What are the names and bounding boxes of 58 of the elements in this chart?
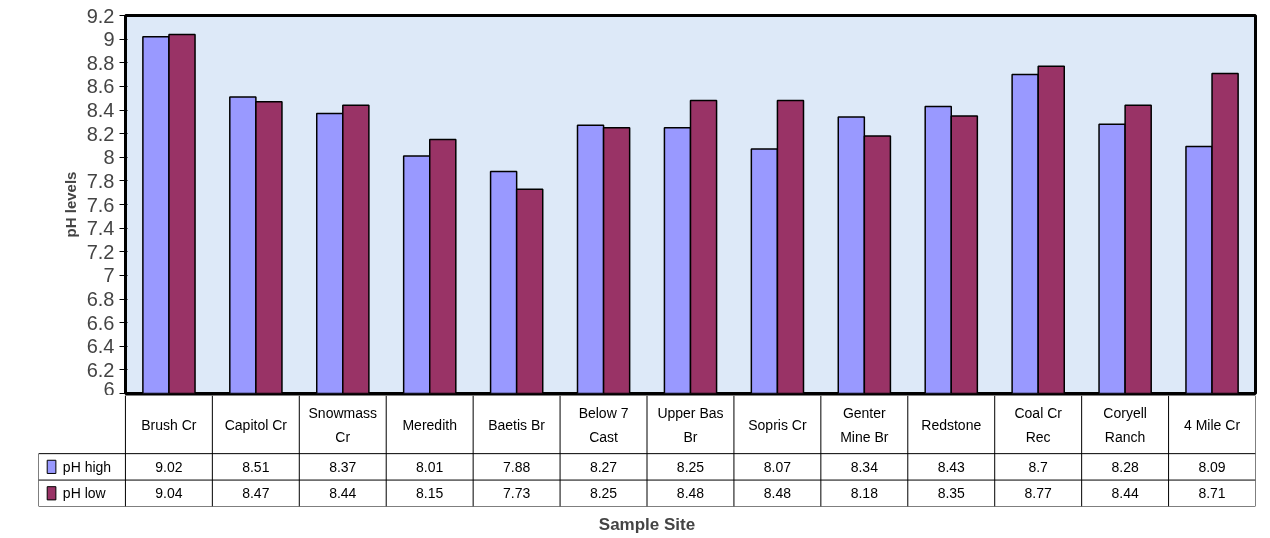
y-tick-label: 8.2 bbox=[86, 122, 115, 145]
data-label: 8.37 bbox=[329, 458, 357, 475]
data-label: 8.51 bbox=[242, 458, 270, 475]
y-tick-label: 7 bbox=[103, 264, 115, 287]
y-axis-title: pH levels bbox=[61, 171, 79, 238]
data-label: 8.34 bbox=[850, 458, 879, 475]
data-label: 8.48 bbox=[763, 485, 792, 502]
data-label: 7.88 bbox=[502, 458, 531, 475]
data-label: 9.02 bbox=[155, 458, 183, 475]
data-label: 8.07 bbox=[763, 458, 792, 475]
y-tick-label: 9.2 bbox=[86, 4, 115, 27]
legend-label: pH high bbox=[62, 458, 112, 475]
x-tick-label: Redstone bbox=[921, 416, 982, 433]
y-tick-label: 8.4 bbox=[86, 99, 115, 121]
data-label: 8.71 bbox=[1198, 485, 1226, 502]
y-tick-label: 7.6 bbox=[86, 193, 115, 216]
y-tick-label: 9 bbox=[103, 28, 115, 51]
data-label: 8.15 bbox=[416, 485, 444, 502]
x-tick-label: Brush Cr bbox=[141, 416, 197, 433]
y-tick-label: 8 bbox=[103, 146, 115, 169]
data-label: 8.09 bbox=[1198, 458, 1226, 475]
data-label: 8.35 bbox=[937, 485, 966, 502]
y-tick-label: 8.8 bbox=[86, 51, 115, 74]
legend-label: pH low bbox=[62, 485, 107, 502]
x-tick-label: Coryell Ranch bbox=[1103, 404, 1147, 445]
x-tick-label: Genter Mine Br bbox=[840, 404, 889, 445]
y-tick-label: 7.2 bbox=[86, 240, 115, 263]
data-label: 8.44 bbox=[1111, 485, 1139, 502]
data-label: 8.47 bbox=[242, 485, 270, 502]
data-label: 8.25 bbox=[676, 458, 705, 475]
x-tick-label: Snowmass Cr bbox=[308, 404, 377, 445]
data-label: 8.18 bbox=[850, 485, 879, 502]
x-tick-label: Upper Bas Br bbox=[657, 404, 724, 445]
x-axis-title: Sample Site bbox=[598, 514, 696, 534]
data-label: 9.04 bbox=[155, 485, 183, 502]
data-label: 7.73 bbox=[502, 485, 531, 502]
x-tick-label: Baetis Br bbox=[488, 416, 546, 433]
data-label: 8.77 bbox=[1024, 485, 1053, 502]
y-tick-label: 8.6 bbox=[86, 75, 115, 98]
y-tick-label: 6.4 bbox=[86, 335, 115, 358]
x-tick-label: Sopris Cr bbox=[748, 416, 807, 433]
x-tick-label: Meredith bbox=[402, 416, 457, 433]
y-tick-label: 7.8 bbox=[86, 169, 115, 192]
y-tick-label: 7.4 bbox=[86, 217, 115, 240]
x-tick-label: Capitol Cr bbox=[224, 416, 288, 433]
data-label: 8.28 bbox=[1111, 458, 1139, 475]
x-tick-label: Coal Cr Rec bbox=[1014, 404, 1063, 445]
x-tick-label: 4 Mile Cr bbox=[1184, 416, 1241, 433]
data-label: 8.48 bbox=[676, 485, 705, 502]
data-label: 8.43 bbox=[937, 458, 966, 475]
data-label: 8.44 bbox=[329, 485, 357, 502]
data-label: 8.25 bbox=[589, 485, 618, 502]
y-tick-label: 6.6 bbox=[86, 311, 115, 334]
x-tick-label: Below 7 Cast bbox=[578, 404, 629, 445]
data-label: 8.01 bbox=[416, 458, 444, 475]
data-label: 8.27 bbox=[589, 458, 618, 475]
y-tick-label: 6.8 bbox=[86, 288, 115, 310]
data-label: 8.7 bbox=[1028, 458, 1049, 475]
